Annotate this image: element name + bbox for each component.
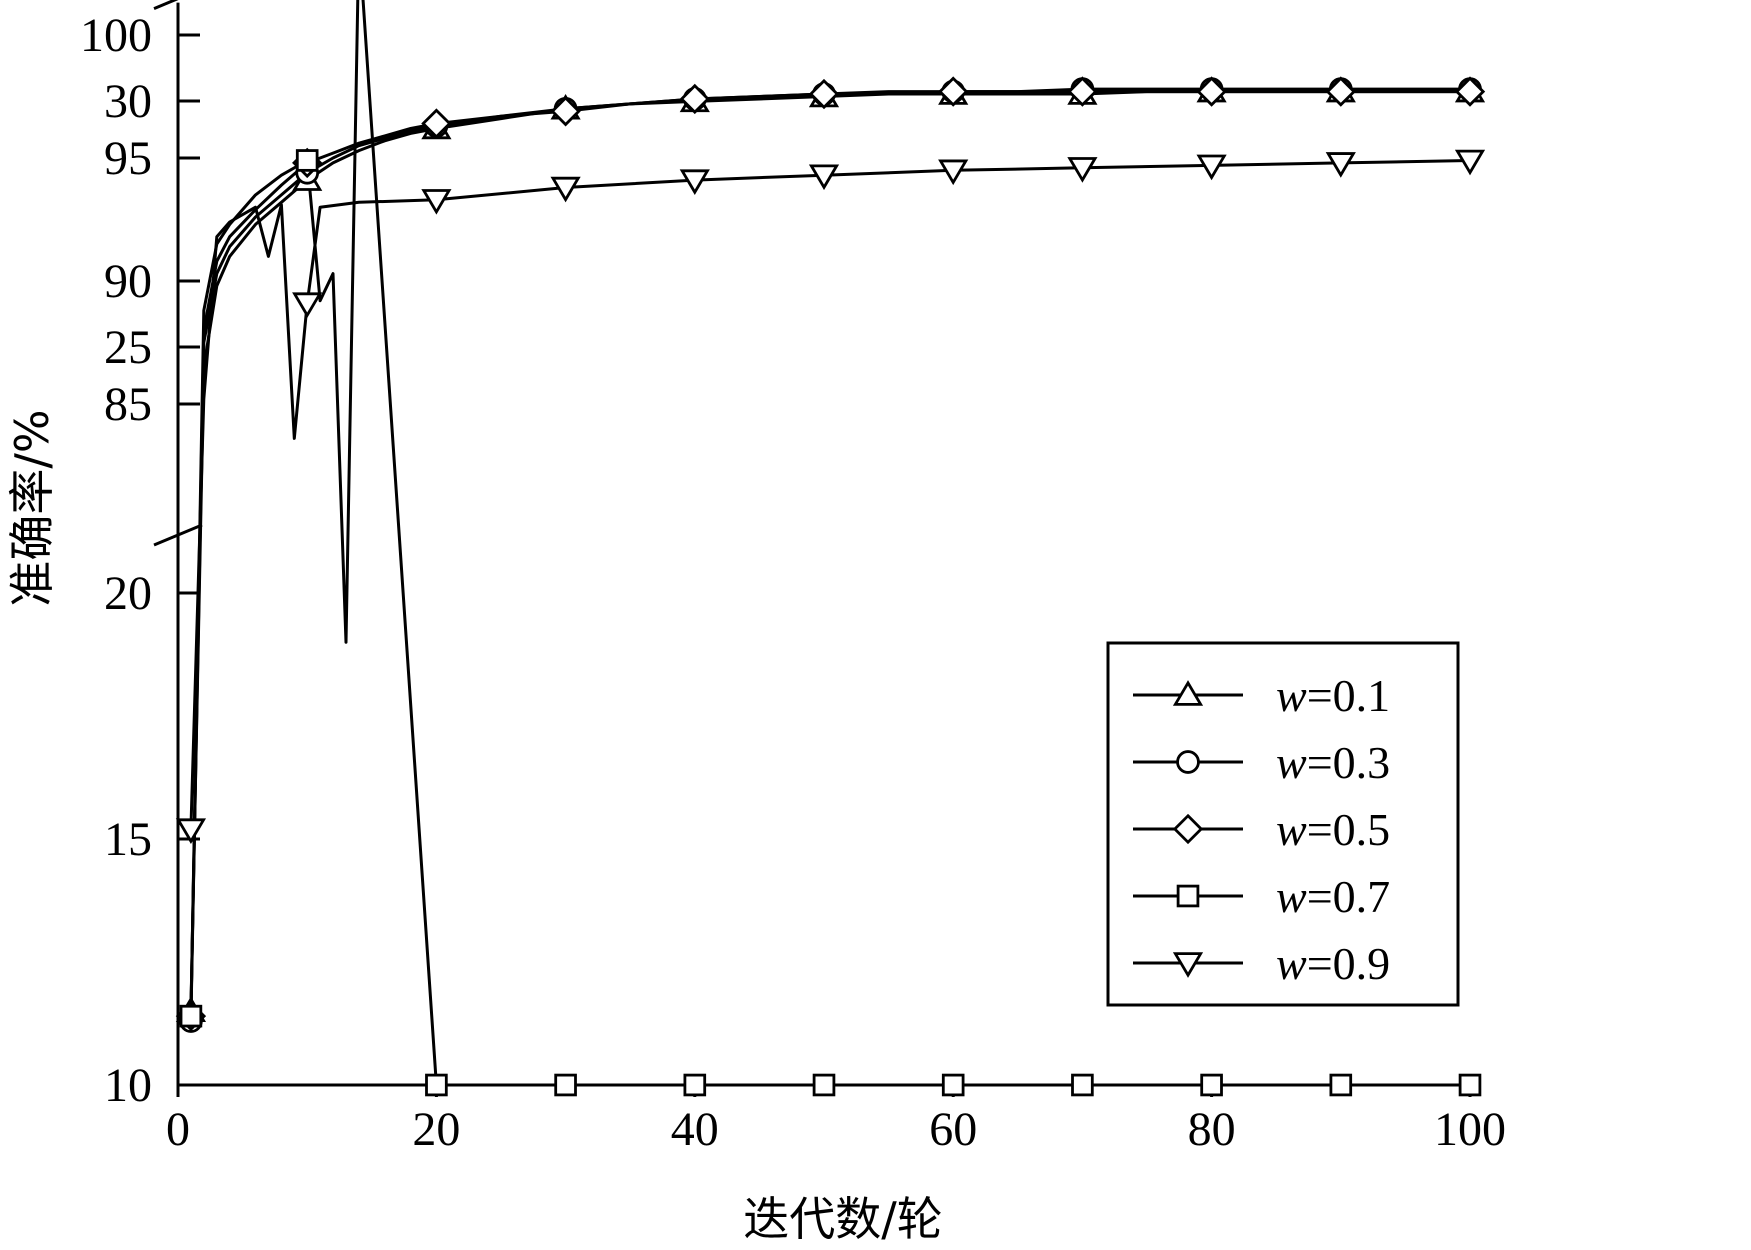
y-tick-label: 100 (80, 9, 152, 62)
legend-marker (1176, 884, 1200, 908)
data-point-marker (808, 78, 840, 110)
legend-marker (1172, 813, 1204, 845)
legend-marker (1176, 750, 1200, 774)
x-tick-label: 0 (166, 1103, 190, 1156)
data-point-marker (1071, 1073, 1094, 1097)
y-tick-label: 20 (104, 567, 152, 620)
data-point-marker (941, 1073, 965, 1097)
data-point-marker (1196, 76, 1227, 107)
y-tick-label: 85 (104, 378, 152, 431)
data-point-marker (292, 292, 323, 318)
data-point-marker (683, 1073, 707, 1097)
data-point-marker (1325, 76, 1356, 107)
x-tick-label: 80 (1188, 1103, 1236, 1156)
legend-label: w=0.5 (1276, 804, 1390, 855)
y-tick-label: 90 (104, 255, 152, 308)
x-tick-label: 100 (1434, 1103, 1506, 1156)
y-tick-label: 10 (104, 1059, 152, 1112)
series-layer (189, 0, 1471, 1087)
data-point-marker (554, 1073, 577, 1097)
data-point-marker (1200, 1073, 1223, 1097)
legend-label: w=0.7 (1276, 871, 1390, 922)
y-tick-label: 25 (104, 321, 152, 374)
data-point-marker (1067, 157, 1098, 183)
data-point-marker (812, 1073, 836, 1097)
x-tick-label: 40 (671, 1103, 719, 1156)
data-point-marker (808, 164, 840, 191)
x-tick-label: 60 (929, 1103, 977, 1156)
axis-break-mark-lower (153, 0, 179, 10)
legend-marker (1172, 680, 1204, 706)
data-point-marker (1325, 152, 1356, 178)
data-point-marker (1454, 149, 1486, 176)
data-point-marker (550, 176, 581, 203)
data-point-marker (295, 149, 319, 172)
y-axis-title: 准确率/% (5, 409, 59, 606)
data-point-marker (1458, 1073, 1482, 1097)
data-point-marker (679, 83, 710, 115)
legend-marker (1172, 952, 1204, 978)
legend: w=0.1 w=0.3 w=0.5 w=0.7 w=0.9 (1106, 641, 1460, 1007)
series-line-5 (189, 159, 1471, 830)
axis-break-mark-upper (153, 523, 203, 547)
data-point-marker (179, 1004, 203, 1028)
legend-label: w=0.3 (1276, 737, 1390, 788)
data-point-marker (1067, 76, 1098, 107)
y-tick-label: 30 (104, 75, 152, 128)
data-point-marker (550, 96, 581, 127)
data-point-marker (421, 189, 452, 215)
legend-label: w=0.1 (1276, 670, 1390, 721)
axes: 10 15 20 25 30 85 90 95 100 0 20 40 60 80 100 (80, 0, 1506, 1156)
data-point-marker (938, 76, 969, 107)
markers-layer (175, 76, 1486, 1097)
data-point-marker (938, 159, 969, 186)
y-tick-label: 95 (104, 132, 152, 185)
data-point-marker (425, 1073, 448, 1097)
data-point-marker (175, 818, 207, 845)
data-point-marker (421, 108, 452, 139)
data-point-marker (1454, 76, 1486, 107)
data-point-marker (679, 169, 710, 195)
x-axis-title: 迭代数/轮 (743, 1192, 943, 1246)
series-line-3 (189, 90, 1470, 1017)
y-tick-label: 15 (104, 813, 152, 866)
legend-box (1106, 641, 1460, 1007)
data-point-marker (1196, 154, 1227, 181)
legend-label: w=0.9 (1276, 938, 1390, 989)
x-tick-label: 20 (412, 1103, 460, 1156)
data-point-marker (1329, 1073, 1353, 1097)
